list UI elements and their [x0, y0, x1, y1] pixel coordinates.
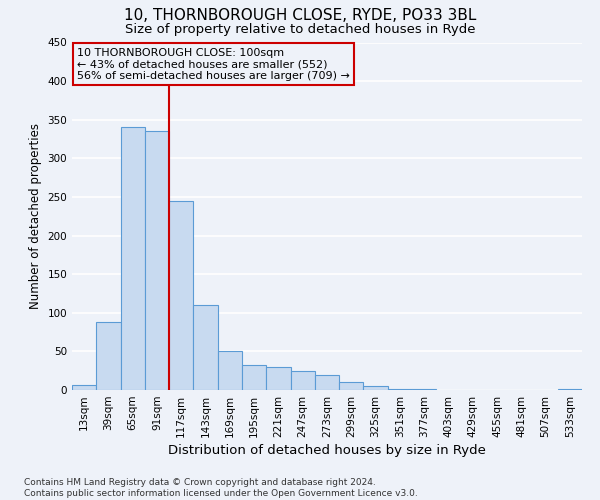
Text: Size of property relative to detached houses in Ryde: Size of property relative to detached ho…	[125, 22, 475, 36]
Bar	[315, 374, 339, 390]
Bar	[72, 384, 96, 390]
Text: 10, THORNBOROUGH CLOSE, RYDE, PO33 3BL: 10, THORNBOROUGH CLOSE, RYDE, PO33 3BL	[124, 8, 476, 22]
Bar	[169, 201, 193, 390]
Bar	[412, 389, 436, 390]
Y-axis label: Number of detached properties: Number of detached properties	[29, 123, 42, 309]
Bar	[364, 386, 388, 390]
Bar	[290, 370, 315, 390]
Text: 10 THORNBOROUGH CLOSE: 100sqm
← 43% of detached houses are smaller (552)
56% of : 10 THORNBOROUGH CLOSE: 100sqm ← 43% of d…	[77, 48, 350, 81]
Bar	[388, 389, 412, 390]
Bar	[242, 366, 266, 390]
Bar	[145, 132, 169, 390]
X-axis label: Distribution of detached houses by size in Ryde: Distribution of detached houses by size …	[168, 444, 486, 457]
Bar	[121, 128, 145, 390]
Bar	[193, 305, 218, 390]
Bar	[558, 389, 582, 390]
Bar	[96, 322, 121, 390]
Bar	[339, 382, 364, 390]
Text: Contains HM Land Registry data © Crown copyright and database right 2024.
Contai: Contains HM Land Registry data © Crown c…	[24, 478, 418, 498]
Bar	[266, 367, 290, 390]
Bar	[218, 352, 242, 390]
